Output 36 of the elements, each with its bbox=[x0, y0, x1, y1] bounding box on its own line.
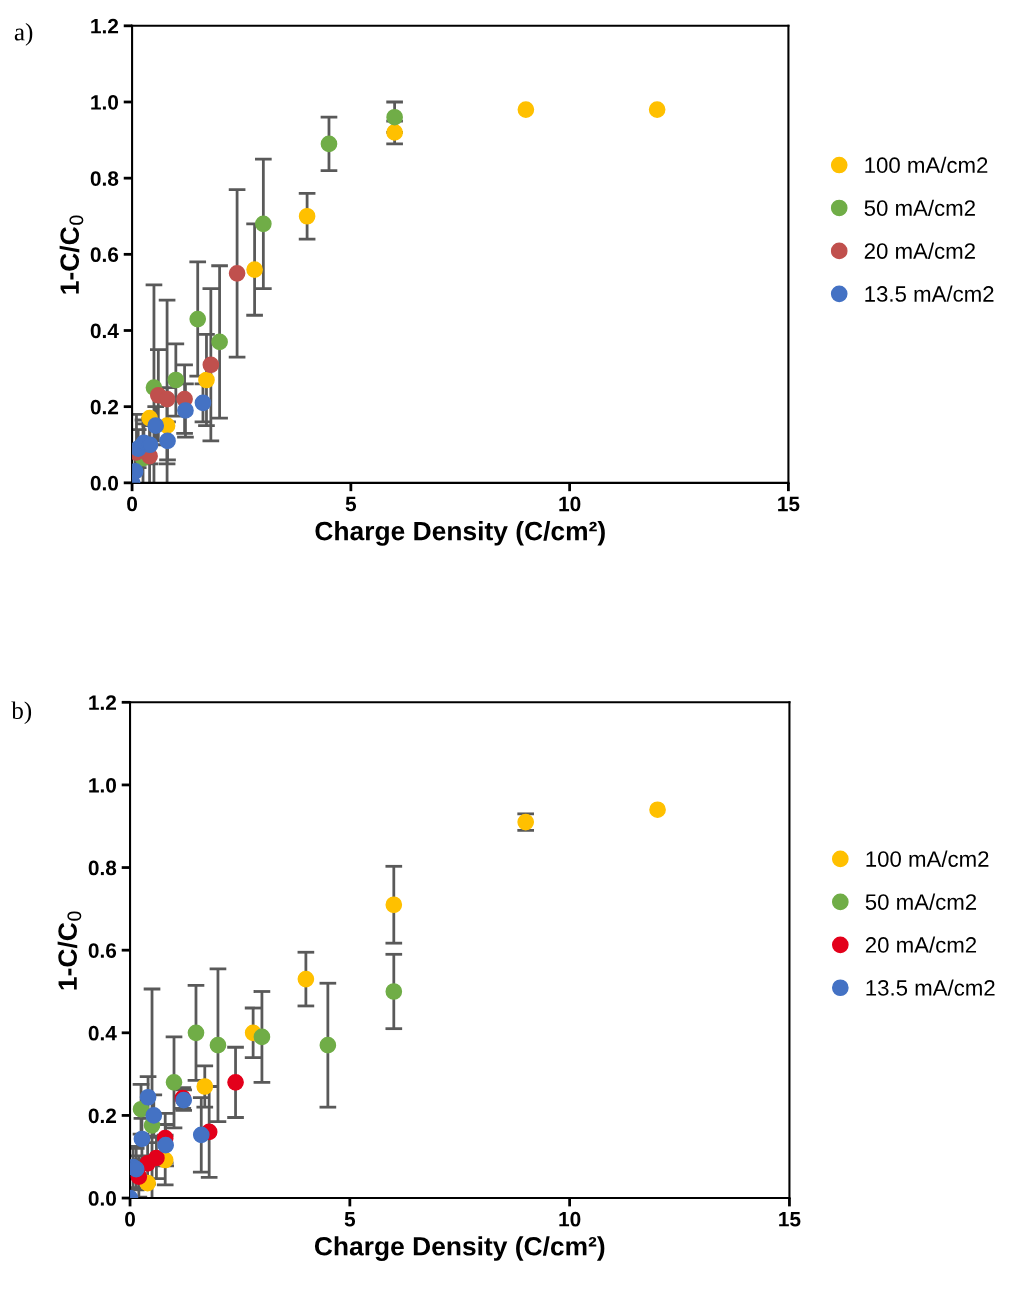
x-tick-label: 0 bbox=[127, 496, 138, 512]
y-axis-title: 1-C/C$_{0}$ bbox=[57, 911, 82, 990]
x-tick-label: 15 bbox=[778, 496, 800, 512]
y-tick-label: 0.0 bbox=[88, 1191, 116, 1206]
legend-label: 20 mA/cm2 bbox=[864, 242, 975, 259]
legend-label: 100 mA/cm2 bbox=[865, 156, 988, 174]
y-tick-label: 0.8 bbox=[90, 171, 119, 186]
x-tick-label: 5 bbox=[345, 496, 357, 512]
x-tick-label: 10 bbox=[559, 1211, 581, 1227]
legend-label: 100 mA/cm2 bbox=[866, 850, 989, 867]
y-tick-label: 0.2 bbox=[90, 399, 119, 415]
legend-label: 13.5 mA/cm2 bbox=[866, 979, 995, 996]
x-axis-title: Charge Density (C/cm²) bbox=[315, 521, 605, 546]
y-tick-label: 0.2 bbox=[88, 1108, 117, 1124]
y-tick-label: 1.0 bbox=[91, 94, 119, 110]
y-axis-title: 1-C/C$_{0}$ bbox=[59, 215, 84, 294]
legend-label: 20 mA/cm2 bbox=[865, 936, 977, 953]
y-tick-label: 0.4 bbox=[88, 1025, 117, 1041]
legend-label: 50 mA/cm2 bbox=[864, 199, 975, 216]
y-tick-label: 0.4 bbox=[90, 323, 119, 339]
y-tick-label: 0.6 bbox=[88, 943, 117, 958]
y-tick-label: 1.2 bbox=[91, 18, 119, 34]
y-tick-label: 1.0 bbox=[89, 777, 116, 793]
y-tick-label: 0.0 bbox=[90, 475, 119, 491]
chart-title: a) bbox=[14, 22, 33, 46]
x-tick-label: 15 bbox=[779, 1212, 801, 1227]
x-tick-label: 10 bbox=[559, 496, 581, 512]
y-tick-label: 0.8 bbox=[88, 860, 117, 876]
y-tick-label: 1.2 bbox=[89, 695, 117, 710]
x-tick-label: 5 bbox=[344, 1212, 356, 1227]
x-axis-title: Charge Density (C/cm²) bbox=[314, 1236, 605, 1261]
chart-title: b) bbox=[11, 701, 32, 725]
x-tick-label: 0 bbox=[125, 1211, 135, 1227]
y-tick-label: 0.6 bbox=[90, 247, 119, 263]
legend-label: 50 mA/cm2 bbox=[865, 893, 977, 910]
legend-label: 13.5 mA/cm2 bbox=[865, 285, 994, 302]
